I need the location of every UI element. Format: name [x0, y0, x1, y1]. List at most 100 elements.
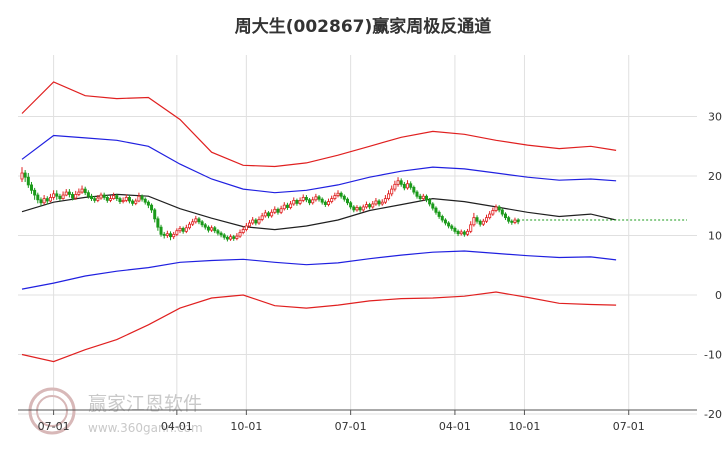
y-tick-label: 10	[708, 230, 722, 243]
candle-body	[295, 199, 299, 204]
candle-body	[491, 210, 495, 215]
candle-body	[368, 204, 372, 208]
candle-body	[443, 219, 447, 224]
candle	[450, 224, 454, 231]
candle	[150, 203, 154, 213]
candle-body	[320, 198, 324, 203]
candle-body	[282, 204, 286, 210]
candle-body	[232, 236, 236, 239]
candle	[273, 206, 277, 215]
x-tick-label: 04-01	[161, 420, 193, 433]
candle	[232, 234, 236, 241]
candle-body	[339, 192, 343, 197]
channel-lines	[21, 81, 687, 363]
candle-body	[415, 191, 419, 197]
candle-body	[462, 231, 466, 235]
candle-body	[387, 193, 391, 200]
candle	[358, 205, 362, 213]
candle-body	[23, 172, 27, 178]
candle	[26, 173, 30, 188]
x-tick-label: 07-01	[613, 420, 645, 433]
candle	[447, 221, 451, 229]
candle-body	[488, 213, 492, 219]
candle-body	[172, 233, 176, 238]
candle-body	[55, 193, 59, 197]
candle-body	[39, 199, 43, 204]
candle	[421, 193, 425, 201]
candle-body	[440, 216, 444, 221]
candle	[292, 197, 296, 206]
candle-body	[396, 180, 400, 185]
candle	[323, 200, 327, 207]
candle-body	[77, 191, 81, 195]
candle-body	[248, 222, 252, 227]
candle	[118, 196, 122, 204]
candle	[485, 214, 489, 224]
candle-body	[453, 227, 457, 232]
candle-body	[105, 197, 109, 201]
candle	[156, 216, 160, 231]
candle	[124, 194, 128, 203]
candle-body	[311, 199, 315, 204]
candle-body	[200, 221, 204, 226]
candle	[184, 224, 188, 234]
candle-body	[159, 226, 163, 235]
candle-body	[238, 232, 242, 237]
series-line-outer-upper	[21, 81, 617, 168]
candle	[210, 225, 214, 232]
candle	[169, 231, 173, 241]
candle	[415, 190, 419, 199]
candle	[475, 215, 479, 224]
candle-body	[197, 218, 201, 223]
candle-body	[83, 188, 87, 194]
watermark-url: www.360gann.com	[88, 421, 203, 435]
candle-body	[36, 194, 40, 201]
series-line-inner-lower	[21, 250, 617, 290]
candle	[497, 205, 501, 213]
candle-body	[162, 233, 166, 236]
candle	[270, 209, 274, 218]
candle	[105, 195, 109, 203]
y-tick-label: -20	[704, 408, 722, 421]
candle-body	[206, 226, 210, 231]
candle-body	[175, 230, 179, 235]
candle	[153, 208, 157, 223]
candle-body	[424, 195, 428, 201]
candle-body	[314, 196, 318, 201]
candle-body	[80, 188, 84, 193]
candle	[71, 192, 75, 201]
candle	[339, 191, 343, 199]
candle	[418, 193, 422, 201]
candle-body	[187, 223, 191, 229]
candle-body	[349, 202, 353, 208]
candle-body	[513, 219, 517, 223]
series-line-middle	[21, 193, 617, 231]
candle	[238, 229, 242, 238]
candle-body	[219, 232, 223, 236]
candle-body	[469, 224, 473, 232]
candle	[361, 204, 365, 212]
y-tick-label: 0	[715, 289, 722, 302]
candle	[77, 188, 81, 197]
candle-body	[153, 209, 157, 220]
candle	[260, 212, 264, 222]
candle-body	[146, 201, 150, 206]
candle-body	[131, 200, 135, 204]
candle-body	[409, 183, 413, 188]
candle	[399, 178, 403, 187]
candle	[83, 186, 87, 196]
candle-body	[371, 203, 375, 208]
watermark-name: 赢家江恩软件	[88, 393, 202, 415]
candle-body	[96, 197, 100, 201]
candle-body	[260, 215, 264, 220]
candle	[52, 190, 56, 200]
candle	[295, 198, 299, 206]
candle	[29, 181, 33, 194]
candle-body	[20, 172, 24, 180]
candle-body	[263, 212, 267, 217]
candle	[143, 197, 147, 205]
x-tick-label: 07-01	[335, 420, 367, 433]
x-tick-label: 10-01	[508, 420, 540, 433]
candle-body	[58, 195, 62, 200]
